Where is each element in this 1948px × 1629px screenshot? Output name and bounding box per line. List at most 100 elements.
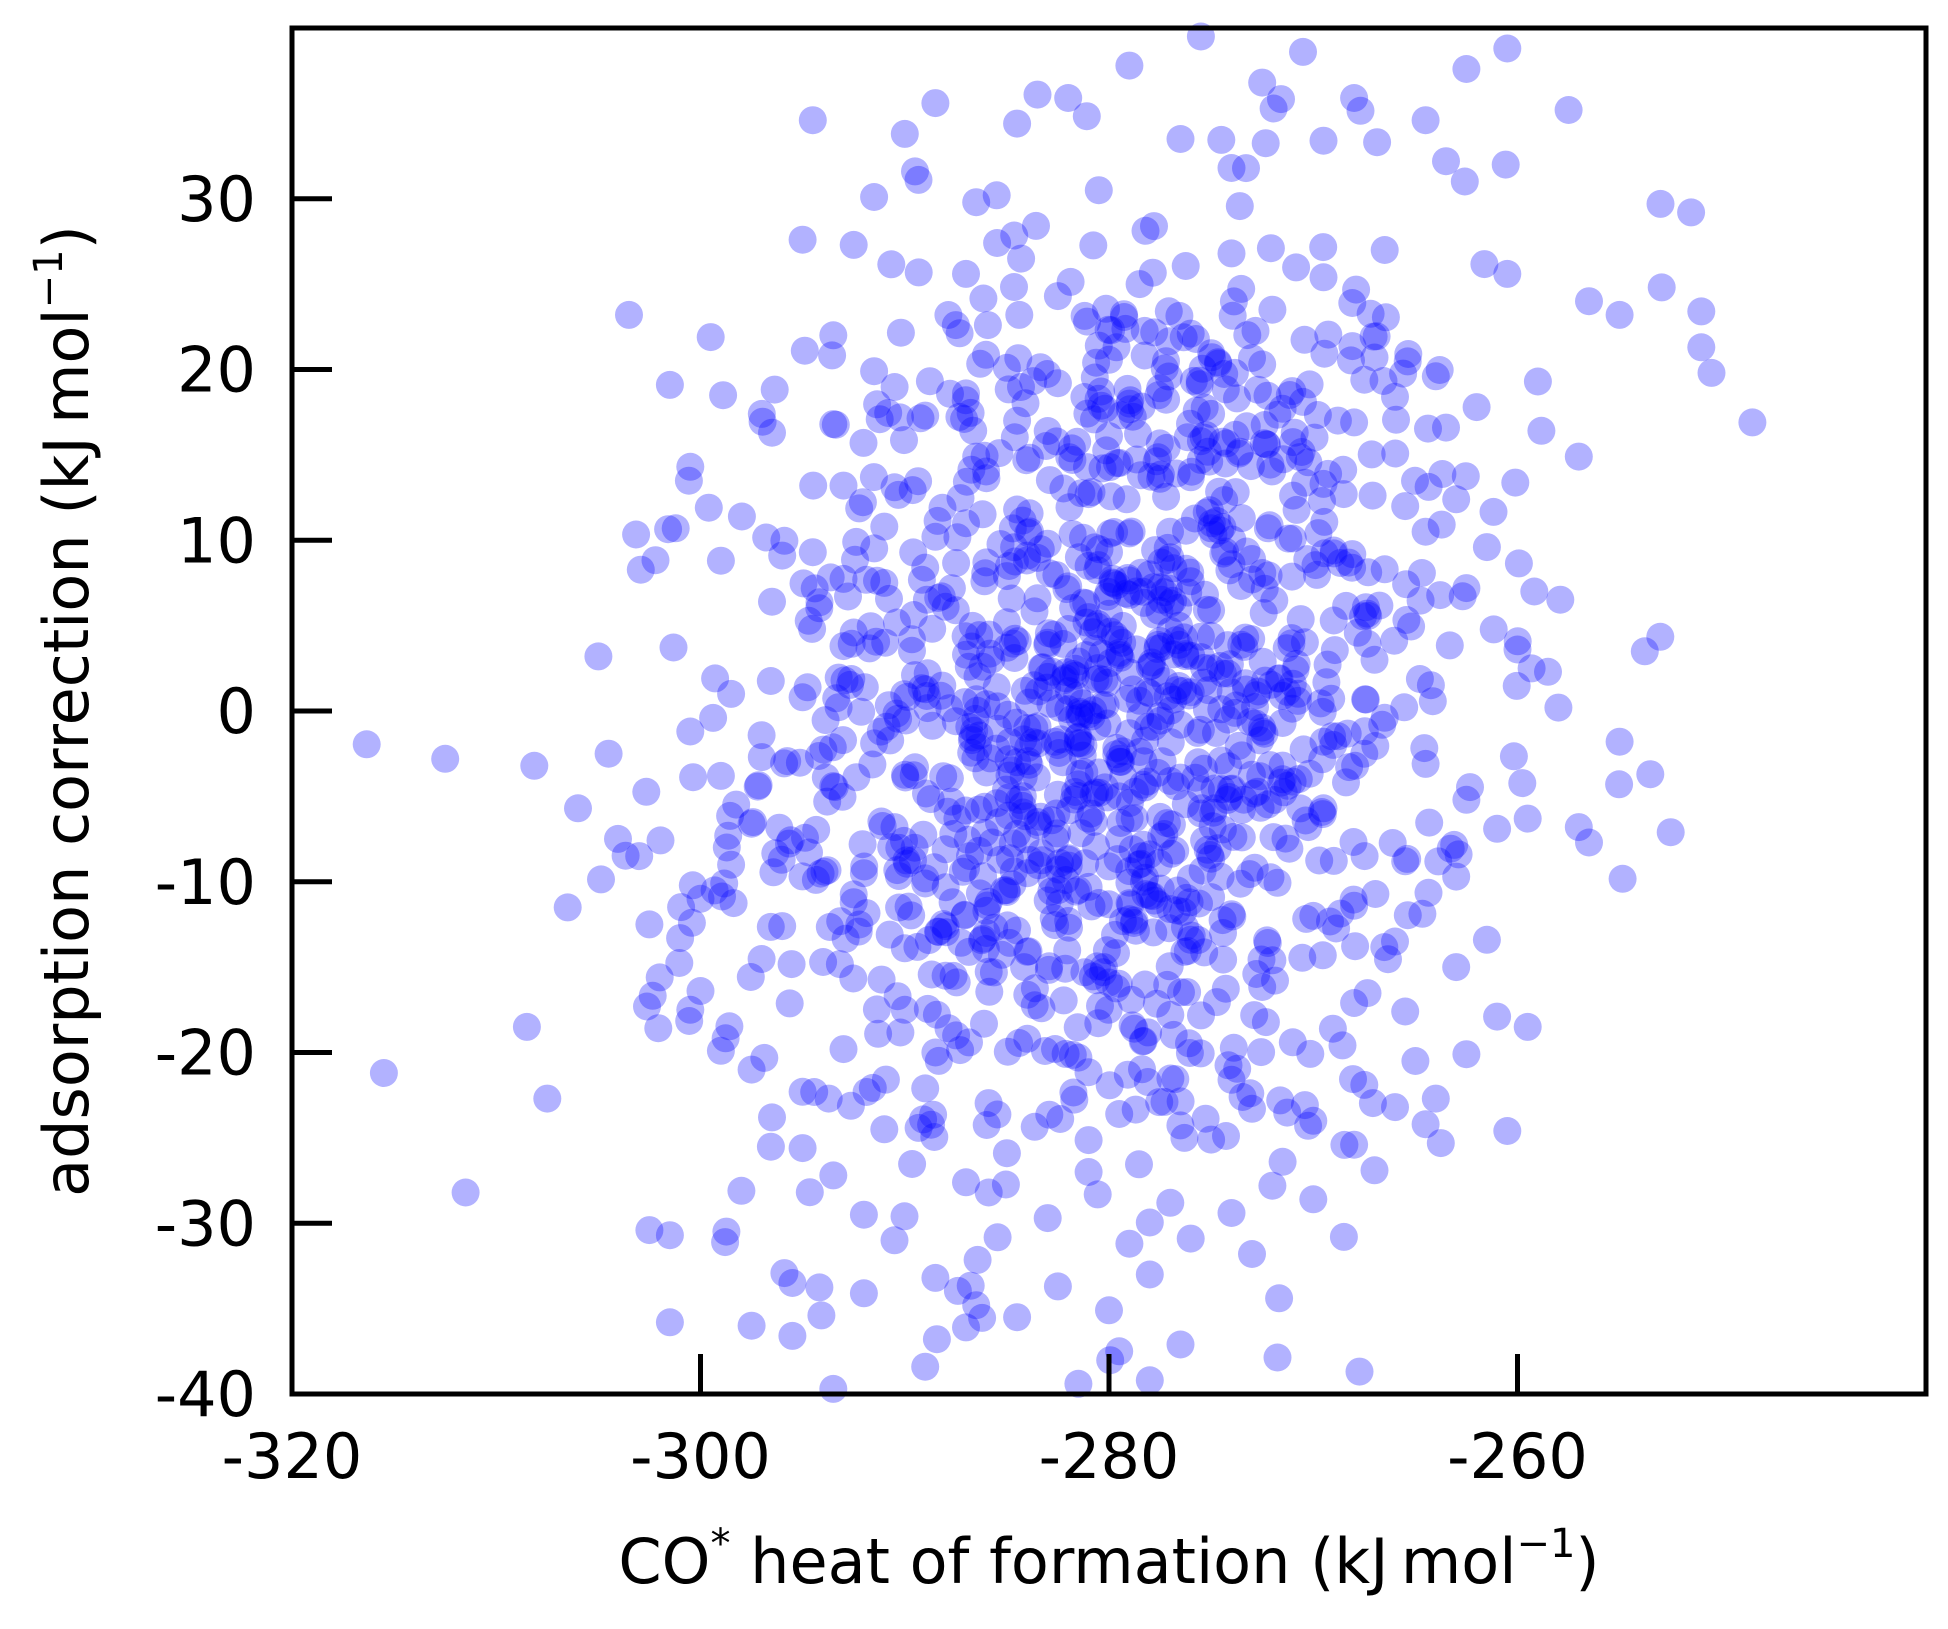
scatter-point bbox=[965, 879, 994, 908]
scatter-point bbox=[1019, 367, 1048, 396]
scatter-point bbox=[821, 410, 850, 439]
scatter-point bbox=[891, 763, 920, 792]
scatter-point bbox=[892, 846, 921, 875]
scatter-point bbox=[867, 965, 896, 994]
y-axis-label-sup: −1 bbox=[26, 249, 72, 308]
scatter-point bbox=[1295, 759, 1324, 788]
scatter-point bbox=[1166, 1330, 1195, 1359]
scatter-point bbox=[770, 749, 799, 778]
scatter-point bbox=[1411, 1110, 1440, 1139]
scatter-point bbox=[1115, 580, 1144, 609]
scatter-point bbox=[951, 796, 980, 825]
scatter-point bbox=[972, 464, 1001, 493]
scatter-point bbox=[1103, 449, 1131, 478]
scatter-point bbox=[1193, 835, 1222, 864]
scatter-point bbox=[1115, 868, 1144, 897]
scatter-point bbox=[1520, 577, 1549, 606]
scatter-point bbox=[1192, 695, 1221, 724]
scatter-point bbox=[805, 588, 834, 617]
scatter-point bbox=[858, 1073, 887, 1102]
scatter-point bbox=[1238, 565, 1266, 594]
scatter-point bbox=[1393, 901, 1422, 930]
x-axis-label-main: CO bbox=[618, 1525, 710, 1598]
scatter-point bbox=[1248, 350, 1277, 379]
scatter-point bbox=[1134, 1018, 1163, 1047]
scatter-point bbox=[1003, 819, 1032, 848]
scatter-point bbox=[1243, 777, 1272, 806]
scatter-point bbox=[1055, 844, 1083, 873]
scatter-point bbox=[1427, 510, 1456, 539]
scatter-point bbox=[1011, 389, 1040, 418]
scatter-point bbox=[1064, 876, 1093, 904]
scatter-point bbox=[962, 685, 991, 714]
scatter-point bbox=[1202, 507, 1231, 535]
x-tick-label: -320 bbox=[222, 1420, 363, 1493]
scatter-point bbox=[1450, 167, 1479, 196]
scatter-point bbox=[830, 666, 859, 695]
scatter-point bbox=[1208, 659, 1237, 688]
scatter-point bbox=[1257, 670, 1286, 699]
scatter-point bbox=[1187, 1001, 1215, 1030]
scatter-point bbox=[1097, 316, 1126, 345]
scatter-point bbox=[744, 771, 773, 800]
scatter-point bbox=[798, 614, 827, 643]
scatter-point bbox=[969, 284, 998, 313]
scatter-point bbox=[1426, 1129, 1455, 1158]
scatter-point bbox=[1436, 834, 1465, 863]
scatter-point bbox=[1319, 730, 1348, 759]
scatter-point bbox=[1020, 1112, 1049, 1141]
scatter-point bbox=[1249, 429, 1278, 458]
scatter-point bbox=[1043, 780, 1072, 809]
scatter-point bbox=[1181, 763, 1210, 792]
scatter-point bbox=[1308, 800, 1337, 829]
scatter-point bbox=[1177, 457, 1206, 486]
scatter-point bbox=[942, 549, 971, 577]
scatter-point bbox=[1369, 367, 1398, 395]
scatter-point bbox=[1442, 485, 1471, 514]
scatter-point bbox=[1105, 1100, 1134, 1128]
scatter-point bbox=[965, 621, 994, 650]
scatter-point bbox=[1277, 629, 1306, 658]
scatter-point bbox=[1381, 439, 1410, 468]
scatter-point bbox=[1063, 723, 1092, 752]
scatter-point bbox=[893, 682, 922, 711]
scatter-point bbox=[913, 659, 942, 688]
scatter-point bbox=[1334, 548, 1363, 577]
scatter-point bbox=[1319, 539, 1348, 568]
scatter-point bbox=[1217, 900, 1246, 929]
scatter-point bbox=[1544, 693, 1573, 722]
scatter-point bbox=[934, 1014, 963, 1043]
scatter-point bbox=[982, 673, 1011, 702]
scatter-point bbox=[1205, 477, 1234, 506]
scatter-point bbox=[806, 859, 835, 888]
scatter-point bbox=[1340, 1130, 1369, 1159]
scatter-point bbox=[819, 410, 848, 439]
scatter-point bbox=[1414, 472, 1443, 501]
scatter-point bbox=[956, 1271, 985, 1300]
scatter-point bbox=[984, 714, 1012, 743]
scatter-point bbox=[1116, 386, 1145, 415]
scatter-point bbox=[1096, 617, 1125, 646]
scatter-point bbox=[1054, 615, 1083, 643]
scatter-point bbox=[1432, 413, 1460, 442]
scatter-point bbox=[880, 473, 909, 502]
scatter-point bbox=[1156, 589, 1185, 618]
scatter-point bbox=[964, 733, 993, 762]
scatter-point bbox=[1067, 699, 1096, 728]
scatter-point bbox=[872, 712, 901, 741]
scatter-point bbox=[1452, 55, 1481, 83]
scatter-point bbox=[829, 726, 857, 755]
scatter-point bbox=[1300, 423, 1329, 452]
x-tick-label: -280 bbox=[1039, 1420, 1180, 1493]
scatter-point bbox=[997, 756, 1026, 785]
scatter-point bbox=[1203, 834, 1232, 863]
scatter-point bbox=[1295, 370, 1324, 399]
scatter-point bbox=[1501, 468, 1530, 497]
scatter-point bbox=[1261, 966, 1289, 995]
scatter-point bbox=[678, 871, 707, 900]
scatter-point bbox=[1273, 677, 1302, 706]
scatter-point bbox=[1120, 1014, 1149, 1043]
scatter-point bbox=[1356, 299, 1385, 328]
scatter-point bbox=[972, 919, 1001, 947]
